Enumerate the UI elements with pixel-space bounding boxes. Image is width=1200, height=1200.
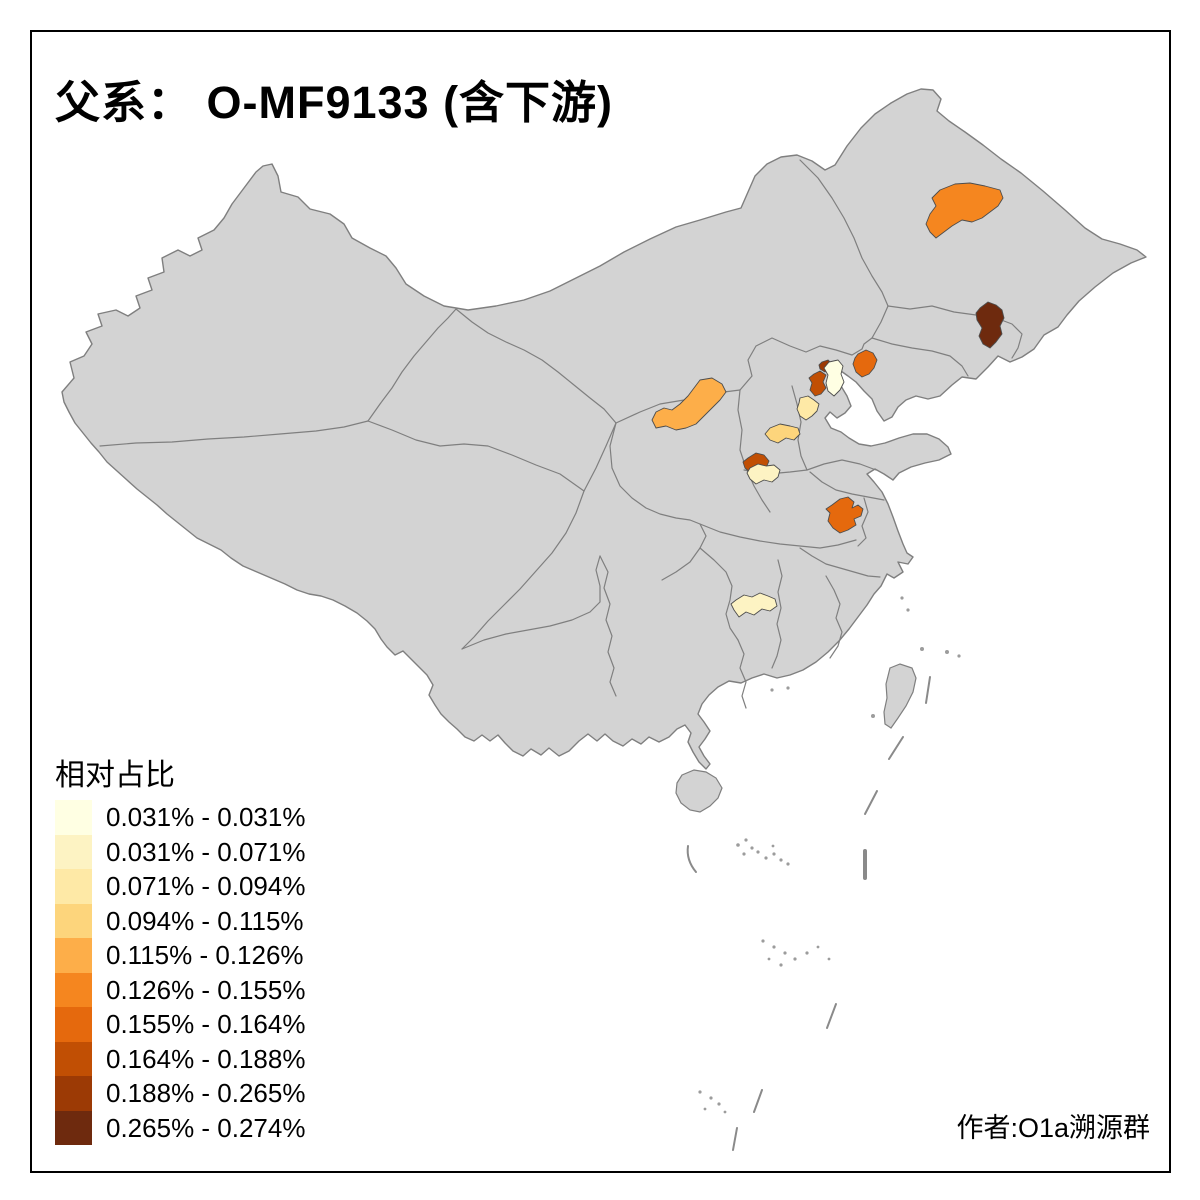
legend-item: 0.094% - 0.115% [55,903,305,938]
legend-label: 0.115% - 0.126% [106,940,304,970]
map-region [730,592,778,618]
map-region [764,423,801,444]
legend: 0.031% - 0.031% 0.031% - 0.071% 0.071% -… [55,800,305,1145]
legend-label: 0.094% - 0.115% [106,905,304,936]
legend-label: 0.126% - 0.155% [106,974,306,1005]
legend-item: 0.115% - 0.126% [55,938,305,973]
hainan-island [675,769,723,813]
legend-item: 0.265% - 0.274% [55,1110,306,1145]
map-title: 父系： O-MF9133 (含下游) [55,77,614,128]
legend-label: 0.265% - 0.274% [106,1112,306,1143]
legend-item: 0.155% - 0.164% [55,1007,305,1042]
mainland-shape [61,88,1147,770]
legend-title: 相对占比 [55,759,175,792]
choropleth-regions [651,182,1005,618]
legend-swatch [55,834,92,869]
legend-item: 0.031% - 0.031% [55,800,305,835]
legend-swatch [55,869,92,904]
map-region [796,395,820,421]
map-region [825,496,864,534]
islands [675,596,961,1151]
legend-item: 0.126% - 0.155% [55,972,306,1007]
legend-item: 0.031% - 0.071% [55,834,306,869]
map-region [925,182,1004,239]
sea-islands-dots [698,596,961,1114]
legend-label: 0.031% - 0.071% [106,836,306,867]
sea-boundary-dashes [686,676,931,1151]
taiwan-island [883,663,917,729]
legend-label: 0.164% - 0.188% [106,1043,306,1074]
legend-swatch [55,1007,92,1042]
legend-swatch [55,972,92,1007]
legend-swatch [55,1110,92,1145]
legend-label: 0.155% - 0.164% [106,1009,306,1039]
legend-swatch [55,1076,92,1111]
legend-label: 0.031% - 0.031% [106,802,306,832]
legend-item: 0.164% - 0.188% [55,1041,306,1076]
legend-swatch [55,800,92,835]
legend-swatch [55,938,92,973]
plot-frame [30,30,1171,1173]
legend-item: 0.188% - 0.265% [55,1076,305,1111]
legend-label: 0.188% - 0.265% [106,1078,306,1108]
legend-swatch [55,1041,92,1076]
map-region [975,301,1005,349]
map-region [852,349,878,378]
legend-item: 0.071% - 0.094% [55,869,305,904]
legend-label: 0.071% - 0.094% [106,871,306,901]
map-region [746,463,781,485]
map-region [823,359,845,397]
legend-swatch [55,903,92,938]
map-region [651,377,727,431]
map-region [808,370,827,397]
author-credit: 作者:O1a溯源群 [956,1113,1150,1143]
